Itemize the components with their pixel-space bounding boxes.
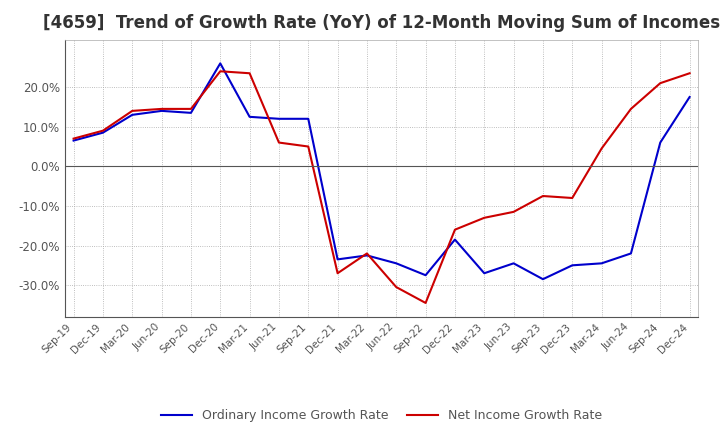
Ordinary Income Growth Rate <box>421 272 430 278</box>
Ordinary Income Growth Rate <box>216 61 225 66</box>
Net Income Growth Rate <box>568 195 577 201</box>
Ordinary Income Growth Rate <box>333 257 342 262</box>
Ordinary Income Growth Rate <box>69 138 78 143</box>
Ordinary Income Growth Rate <box>274 116 283 121</box>
Net Income Growth Rate <box>392 284 400 290</box>
Net Income Growth Rate <box>216 69 225 74</box>
Legend: Ordinary Income Growth Rate, Net Income Growth Rate: Ordinary Income Growth Rate, Net Income … <box>156 404 608 427</box>
Ordinary Income Growth Rate <box>246 114 254 119</box>
Net Income Growth Rate <box>539 193 547 198</box>
Ordinary Income Growth Rate <box>539 276 547 282</box>
Line: Ordinary Income Growth Rate: Ordinary Income Growth Rate <box>73 63 690 279</box>
Net Income Growth Rate <box>626 106 635 111</box>
Title: [4659]  Trend of Growth Rate (YoY) of 12-Month Moving Sum of Incomes: [4659] Trend of Growth Rate (YoY) of 12-… <box>43 15 720 33</box>
Net Income Growth Rate <box>186 106 195 111</box>
Ordinary Income Growth Rate <box>685 94 694 99</box>
Net Income Growth Rate <box>333 271 342 276</box>
Net Income Growth Rate <box>421 300 430 305</box>
Ordinary Income Growth Rate <box>509 260 518 266</box>
Net Income Growth Rate <box>509 209 518 214</box>
Net Income Growth Rate <box>99 128 107 133</box>
Net Income Growth Rate <box>598 146 606 151</box>
Ordinary Income Growth Rate <box>598 260 606 266</box>
Ordinary Income Growth Rate <box>363 253 372 258</box>
Ordinary Income Growth Rate <box>128 112 137 117</box>
Line: Net Income Growth Rate: Net Income Growth Rate <box>73 71 690 303</box>
Net Income Growth Rate <box>480 215 489 220</box>
Ordinary Income Growth Rate <box>392 260 400 266</box>
Net Income Growth Rate <box>451 227 459 232</box>
Ordinary Income Growth Rate <box>568 263 577 268</box>
Net Income Growth Rate <box>69 136 78 141</box>
Net Income Growth Rate <box>363 251 372 256</box>
Ordinary Income Growth Rate <box>304 116 312 121</box>
Ordinary Income Growth Rate <box>157 108 166 114</box>
Net Income Growth Rate <box>656 81 665 86</box>
Ordinary Income Growth Rate <box>656 140 665 145</box>
Net Income Growth Rate <box>128 108 137 114</box>
Ordinary Income Growth Rate <box>451 237 459 242</box>
Net Income Growth Rate <box>685 70 694 76</box>
Net Income Growth Rate <box>274 140 283 145</box>
Ordinary Income Growth Rate <box>626 251 635 256</box>
Ordinary Income Growth Rate <box>480 271 489 276</box>
Ordinary Income Growth Rate <box>186 110 195 115</box>
Net Income Growth Rate <box>246 70 254 76</box>
Net Income Growth Rate <box>304 144 312 149</box>
Net Income Growth Rate <box>157 106 166 111</box>
Ordinary Income Growth Rate <box>99 130 107 135</box>
